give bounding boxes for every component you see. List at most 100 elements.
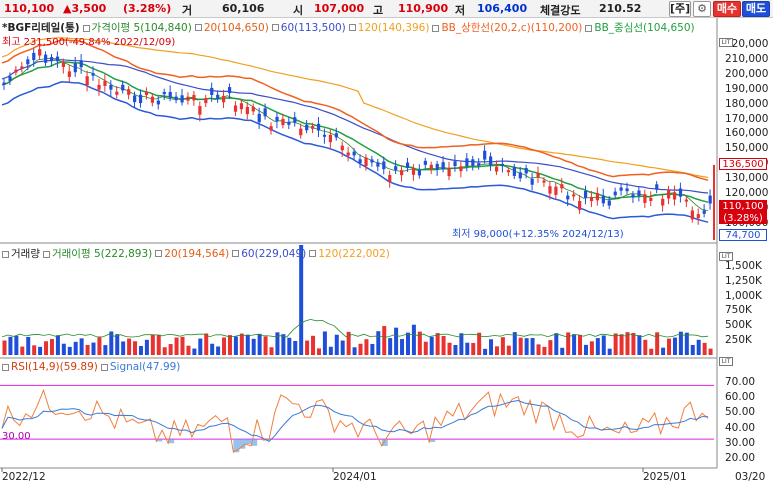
volume-bar: [26, 336, 31, 355]
candle-body: [305, 124, 309, 131]
volume-bar: [316, 348, 321, 355]
volume-bar: [518, 337, 523, 355]
rsi-swatch-icon: [2, 363, 9, 371]
price-axis-tick: 210,000: [725, 52, 769, 65]
candle-body: [162, 91, 166, 95]
candle-body: [601, 195, 605, 204]
volume-bar: [269, 347, 274, 355]
bb-mid-line: [1, 61, 709, 203]
candle-body: [233, 105, 238, 112]
volume-axis-tick: 250K: [725, 334, 752, 346]
volume-bar: [32, 345, 37, 355]
vol-ma5-swatch-icon: [42, 250, 50, 258]
volume-bar: [287, 337, 292, 355]
price-axis-tick: 190,000: [725, 82, 769, 95]
candle-body: [210, 87, 214, 96]
candle-body: [269, 126, 273, 131]
volume-bar: [334, 334, 339, 355]
volume-bar: [204, 333, 209, 355]
candle-body: [144, 91, 149, 95]
volume-axis-tick: 1,250K: [725, 274, 762, 287]
vol-ma120-legend: 120(222,002): [309, 248, 390, 260]
volume-bar: [14, 335, 19, 355]
candle-body: [655, 184, 659, 190]
candle-body: [370, 159, 374, 163]
volume-bar: [44, 341, 49, 355]
volume-bar: [275, 332, 280, 355]
candle-body: [376, 162, 380, 167]
volume-bar: [281, 334, 286, 355]
volume-bar: [560, 347, 565, 355]
volume-bar: [382, 326, 387, 355]
volume-bar: [494, 346, 499, 355]
volume-bar: [477, 332, 482, 355]
candle-body: [216, 94, 220, 100]
volume-bar: [210, 343, 215, 355]
candle-body: [417, 170, 422, 176]
current-price: 110,100: [4, 2, 55, 15]
strength-label: 체결강도: [540, 4, 581, 17]
volume-bar: [370, 343, 375, 355]
stock-title[interactable]: *BGF리테일(통): [2, 22, 80, 34]
volume-bar: [156, 334, 161, 355]
volume-bar: [299, 245, 304, 355]
volume-bar: [150, 334, 155, 355]
rsi-line: [1, 388, 709, 454]
high-label: 고: [373, 4, 384, 17]
candle-body: [38, 49, 42, 56]
volume-axis-tick: 1,500K: [725, 260, 762, 272]
volume-bar: [394, 327, 399, 355]
volume-panel-scale-icon[interactable]: LIT: [719, 252, 733, 261]
price-panel-scale-icon[interactable]: LIT: [719, 38, 733, 47]
settings-gear-icon[interactable]: ⚙: [693, 1, 711, 17]
candle-body: [133, 95, 137, 103]
candle-body: [649, 197, 653, 201]
vol-ma60-swatch-icon: [232, 250, 240, 257]
candle-body: [275, 116, 279, 122]
current-rate-tag: (3.28%): [719, 212, 767, 224]
candle-body: [459, 166, 463, 172]
low-value: 106,400: [477, 2, 528, 15]
candle-body: [382, 161, 386, 170]
candle-body: [26, 59, 30, 65]
volume-bar: [572, 334, 577, 355]
sell-button[interactable]: 매도: [742, 1, 770, 17]
volume-bar: [672, 337, 677, 355]
volume-bar: [471, 343, 476, 355]
volume-axis-tick: 750K: [725, 304, 752, 317]
volume-bar: [589, 341, 594, 355]
candle-body: [595, 193, 600, 201]
signal-legend-item: Signal(47.99): [100, 361, 180, 373]
high-value: 110,900: [398, 2, 449, 15]
candle-body: [168, 91, 172, 98]
stock-code-button[interactable]: [주]: [669, 1, 691, 17]
ma5-legend: 가격이평 5(104,840): [82, 20, 192, 35]
volume-bar: [607, 348, 612, 355]
buy-button[interactable]: 매수: [713, 1, 741, 17]
candle-body: [186, 96, 190, 101]
volume-bar: [358, 343, 363, 355]
volume-bar: [186, 345, 191, 355]
signal-swatch-icon: [100, 363, 108, 371]
volume-bar: [619, 334, 624, 355]
candle-body: [536, 173, 540, 178]
candle-body: [631, 194, 635, 198]
volume-bar: [643, 339, 648, 355]
candle-body: [619, 187, 623, 191]
candle-body: [400, 170, 404, 176]
candle-body: [589, 197, 594, 202]
volume-bar: [578, 334, 583, 355]
candle-body: [263, 108, 267, 117]
volume-bar: [174, 337, 179, 355]
candle-body: [156, 100, 160, 105]
candle-body: [411, 167, 416, 175]
candle-body: [281, 118, 285, 126]
price-axis-tick: 150,000: [725, 142, 769, 155]
candle-body: [222, 95, 226, 103]
ma5-swatch-icon: [82, 24, 90, 32]
rsi-legend-item: RSI(14,9)(59.89): [2, 361, 98, 373]
candle-body: [607, 200, 611, 206]
rsi-panel-scale-icon[interactable]: LIT: [719, 357, 733, 366]
candle-body: [97, 84, 101, 90]
